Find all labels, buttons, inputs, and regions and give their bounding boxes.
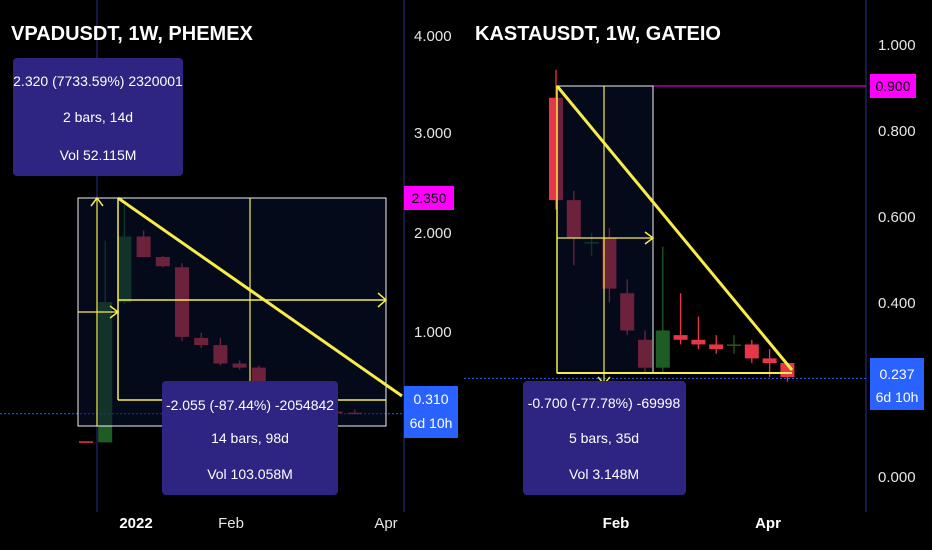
right-measure-tool[interactable] bbox=[555, 85, 794, 386]
right-trend-line[interactable] bbox=[555, 85, 794, 371]
left-measure-down-price: -2.055 (-87.44%) -2054842 bbox=[166, 397, 334, 413]
left-marked-price-tag-bg bbox=[404, 186, 454, 210]
right-x-tick: Apr bbox=[755, 515, 781, 532]
left-measure-up-price: 2.320 (7733.59%) 2320001 bbox=[13, 73, 183, 89]
left-measure-up-box: 2.320 (7733.59%) 2320001 2 bars, 14d Vol… bbox=[13, 58, 183, 176]
left-x-tick: Apr bbox=[374, 515, 397, 532]
left-measure-arrow-icon bbox=[90, 196, 104, 207]
left-measure-down-box-bg bbox=[162, 381, 338, 495]
right-y-tick: 0.000 bbox=[878, 469, 916, 486]
right-candle[interactable] bbox=[673, 335, 688, 340]
left-marked-price-value: 2.350 bbox=[411, 190, 446, 206]
right-current-price-tag: 0.237 6d 10h bbox=[870, 358, 924, 410]
left-x-axis[interactable]: 2022 Feb Apr bbox=[119, 515, 397, 532]
left-measure-arrow-icon bbox=[377, 292, 388, 308]
left-x-tick: 2022 bbox=[119, 515, 152, 532]
left-candle[interactable] bbox=[79, 441, 93, 443]
right-y-tick: 0.600 bbox=[878, 209, 916, 226]
right-candle[interactable] bbox=[691, 339, 706, 345]
right-candle[interactable] bbox=[762, 358, 777, 364]
left-countdown: 6d 10h bbox=[410, 415, 453, 431]
left-trend-line[interactable] bbox=[117, 196, 403, 398]
left-current-price-tag: 0.310 6d 10h bbox=[404, 386, 458, 438]
right-chart-title: KASTAUSDT, 1W, GATEIO bbox=[475, 23, 721, 45]
right-measure-down-price: -0.700 (-77.78%) -69998 bbox=[528, 395, 681, 411]
left-current-price-tag-bg bbox=[404, 386, 458, 438]
left-y-tick: 4.000 bbox=[414, 28, 452, 45]
chart-left[interactable]: 2.320 (7733.59%) 2320001 2 bars, 14d Vol… bbox=[0, 0, 458, 532]
left-measure-down-bars: 14 bars, 98d bbox=[211, 430, 289, 446]
left-y-tick: 2.000 bbox=[414, 225, 452, 242]
left-measure-arrow-icon bbox=[109, 305, 120, 319]
chart-right[interactable]: -0.700 (-77.78%) -69998 5 bars, 35d Vol … bbox=[464, 0, 924, 532]
left-measure-up-bars: 2 bars, 14d bbox=[63, 109, 133, 125]
left-measure-up-vol: Vol 52.115M bbox=[60, 147, 137, 163]
right-x-tick: Feb bbox=[603, 515, 630, 532]
left-x-tick: Feb bbox=[218, 515, 244, 532]
right-measure-range-box bbox=[556, 85, 654, 374]
right-y-axis[interactable]: 1.000 0.800 0.600 0.400 0.000 bbox=[878, 37, 916, 486]
right-measure-down-vol: Vol 3.148M bbox=[569, 466, 639, 482]
left-current-price-value: 0.310 bbox=[413, 391, 448, 407]
right-measure-down-box-bg bbox=[523, 381, 686, 495]
left-measure-down-box: -2.055 (-87.44%) -2054842 14 bars, 98d V… bbox=[162, 381, 338, 495]
left-marked-price-tag: 2.350 bbox=[404, 186, 454, 210]
left-y-axis[interactable]: 4.000 3.000 2.000 1.000 bbox=[414, 28, 452, 341]
right-candle[interactable] bbox=[709, 344, 724, 350]
right-y-tick: 0.800 bbox=[878, 123, 916, 140]
left-measure-down-vol: Vol 103.058M bbox=[207, 466, 293, 482]
right-candle[interactable] bbox=[727, 344, 741, 346]
right-candle[interactable] bbox=[744, 344, 759, 359]
right-countdown: 6d 10h bbox=[876, 389, 919, 405]
left-y-tick: 1.000 bbox=[414, 324, 452, 341]
left-chart-title: VPADUSDT, 1W, PHEMEX bbox=[11, 23, 254, 45]
right-current-price-value: 0.237 bbox=[879, 366, 914, 382]
left-measure-up-box-bg bbox=[13, 58, 183, 176]
right-measure-arrow-icon bbox=[644, 231, 655, 245]
right-marked-price-value: 0.900 bbox=[875, 78, 910, 94]
right-measure-down-bars: 5 bars, 35d bbox=[569, 430, 639, 446]
right-y-tick: 0.400 bbox=[878, 295, 916, 312]
right-y-tick: 1.000 bbox=[878, 37, 916, 54]
right-marked-price-tag-bg bbox=[870, 74, 916, 98]
right-current-price-tag-bg bbox=[870, 358, 924, 410]
right-x-axis[interactable]: Feb Apr bbox=[603, 515, 781, 532]
right-marked-price-tag: 0.900 bbox=[870, 74, 916, 98]
right-candle[interactable] bbox=[655, 330, 670, 368]
right-measure-down-box: -0.700 (-77.78%) -69998 5 bars, 35d Vol … bbox=[523, 381, 686, 495]
left-y-tick: 3.000 bbox=[414, 125, 452, 142]
